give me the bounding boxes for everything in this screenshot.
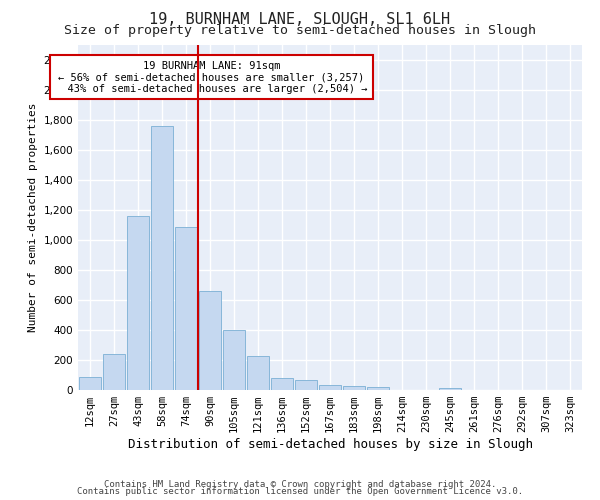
Bar	[79, 376, 101, 390]
Bar	[319, 385, 341, 390]
Text: 19, BURNHAM LANE, SLOUGH, SL1 6LH: 19, BURNHAM LANE, SLOUGH, SL1 6LH	[149, 12, 451, 28]
Bar	[127, 216, 149, 390]
Bar	[367, 387, 389, 390]
Bar	[295, 380, 317, 390]
X-axis label: Distribution of semi-detached houses by size in Slough: Distribution of semi-detached houses by …	[128, 438, 533, 451]
Bar	[223, 330, 245, 390]
Text: Size of property relative to semi-detached houses in Slough: Size of property relative to semi-detach…	[64, 24, 536, 37]
Text: Contains HM Land Registry data © Crown copyright and database right 2024.: Contains HM Land Registry data © Crown c…	[104, 480, 496, 489]
Bar	[199, 291, 221, 390]
Text: Contains public sector information licensed under the Open Government Licence v3: Contains public sector information licen…	[77, 487, 523, 496]
Bar	[271, 378, 293, 390]
Y-axis label: Number of semi-detached properties: Number of semi-detached properties	[28, 103, 38, 332]
Bar	[103, 354, 125, 390]
Bar	[151, 126, 173, 390]
Bar	[175, 226, 197, 390]
Bar	[439, 388, 461, 390]
Text: 19 BURNHAM LANE: 91sqm
← 56% of semi-detached houses are smaller (3,257)
  43% o: 19 BURNHAM LANE: 91sqm ← 56% of semi-det…	[55, 60, 368, 94]
Bar	[247, 356, 269, 390]
Bar	[343, 386, 365, 390]
